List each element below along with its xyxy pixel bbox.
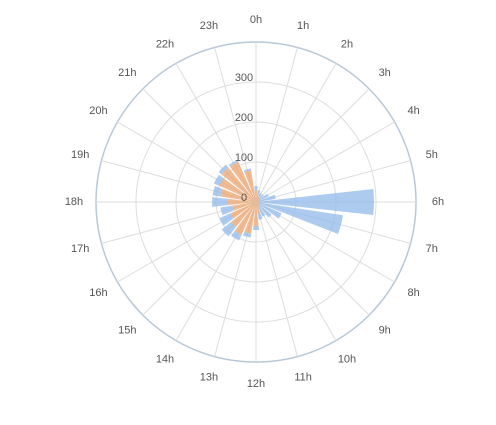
bar-segment (257, 190, 261, 195)
bar-segment (231, 202, 256, 227)
angle-label: 1h (297, 20, 309, 32)
angle-label: 12h (247, 378, 265, 390)
radial-tick-label: 0 (241, 192, 247, 204)
bar-segment (244, 202, 256, 234)
bar-segment (253, 202, 259, 226)
bar-segment (256, 201, 260, 203)
bar-segment (259, 193, 269, 201)
bar-segment (221, 167, 256, 202)
angle-label: 10h (338, 354, 356, 366)
bar-segment (252, 225, 260, 231)
bar-segment (221, 222, 236, 237)
angle-label: 17h (71, 243, 89, 255)
angle-label: 8h (407, 287, 419, 299)
bar-segment (256, 198, 260, 202)
bar-segment (259, 189, 374, 215)
spoke (255, 47, 298, 203)
bar-segment (218, 164, 229, 175)
angle-label: 22h (156, 38, 174, 50)
angle-label: 14h (156, 354, 174, 366)
angle-label: 9h (379, 325, 391, 337)
angle-label: 2h (341, 38, 353, 50)
bar-segment (244, 170, 256, 202)
angle-label: 4h (407, 105, 419, 117)
bar-segment (256, 194, 259, 202)
angle-label: 16h (89, 287, 107, 299)
bar-segment (256, 199, 260, 202)
bar-segment (256, 196, 260, 202)
radial-tick-label: 100 (235, 152, 253, 164)
angle-label: 13h (200, 372, 218, 384)
bar-segment (219, 178, 256, 202)
bar-segment (258, 194, 264, 200)
bar-segment (256, 202, 261, 214)
bar-segment (256, 200, 260, 202)
angle-label: 21h (118, 67, 136, 79)
bar-segment (220, 188, 256, 202)
spoke (255, 88, 370, 203)
angle-label: 19h (71, 149, 89, 161)
bar-segment (220, 205, 234, 216)
bar-segment (256, 202, 260, 206)
bar-segment (228, 159, 239, 167)
spoke (255, 201, 337, 341)
angle-label: 5h (426, 149, 438, 161)
bar-segment (212, 186, 223, 197)
bar-segment (259, 202, 343, 234)
angle-label: 6h (432, 196, 444, 208)
bar-segment (212, 197, 229, 207)
angle-label: 23h (200, 20, 218, 32)
bar-segment (219, 213, 234, 226)
spoke (255, 201, 370, 316)
angle-label: 3h (379, 67, 391, 79)
bar-segment (256, 202, 260, 204)
angle-label: 11h (294, 372, 312, 384)
bar-segment (258, 204, 272, 218)
bar-segment (213, 174, 224, 186)
bar-segment (258, 192, 262, 198)
bar-segment (259, 203, 282, 219)
spoke (255, 121, 395, 203)
radial-tick-label: 200 (235, 112, 253, 124)
bar-segment (258, 206, 266, 217)
bar-segment (228, 198, 256, 206)
angle-label: 7h (426, 243, 438, 255)
bar-segment (230, 202, 256, 219)
spoke (255, 63, 337, 203)
radial-tick-label: 300 (235, 72, 253, 84)
bar-segment (242, 231, 252, 238)
bar-segment (231, 231, 242, 241)
bar-segment (243, 168, 252, 173)
bar-segment (234, 202, 256, 235)
bar-segment (256, 202, 260, 208)
bar-segment (229, 161, 256, 202)
angle-label: 15h (118, 325, 136, 337)
bar-segment (259, 194, 276, 202)
spoke (255, 160, 411, 203)
bar-segment (254, 186, 258, 191)
angle-label: 18h (65, 196, 83, 208)
spoke (255, 201, 298, 357)
bar-segment (256, 202, 260, 205)
bar-segment (257, 213, 263, 220)
bar-segment (232, 202, 256, 211)
bar-segment (254, 190, 258, 202)
angle-label: 20h (89, 105, 107, 117)
angle-label: 0h (250, 14, 262, 26)
